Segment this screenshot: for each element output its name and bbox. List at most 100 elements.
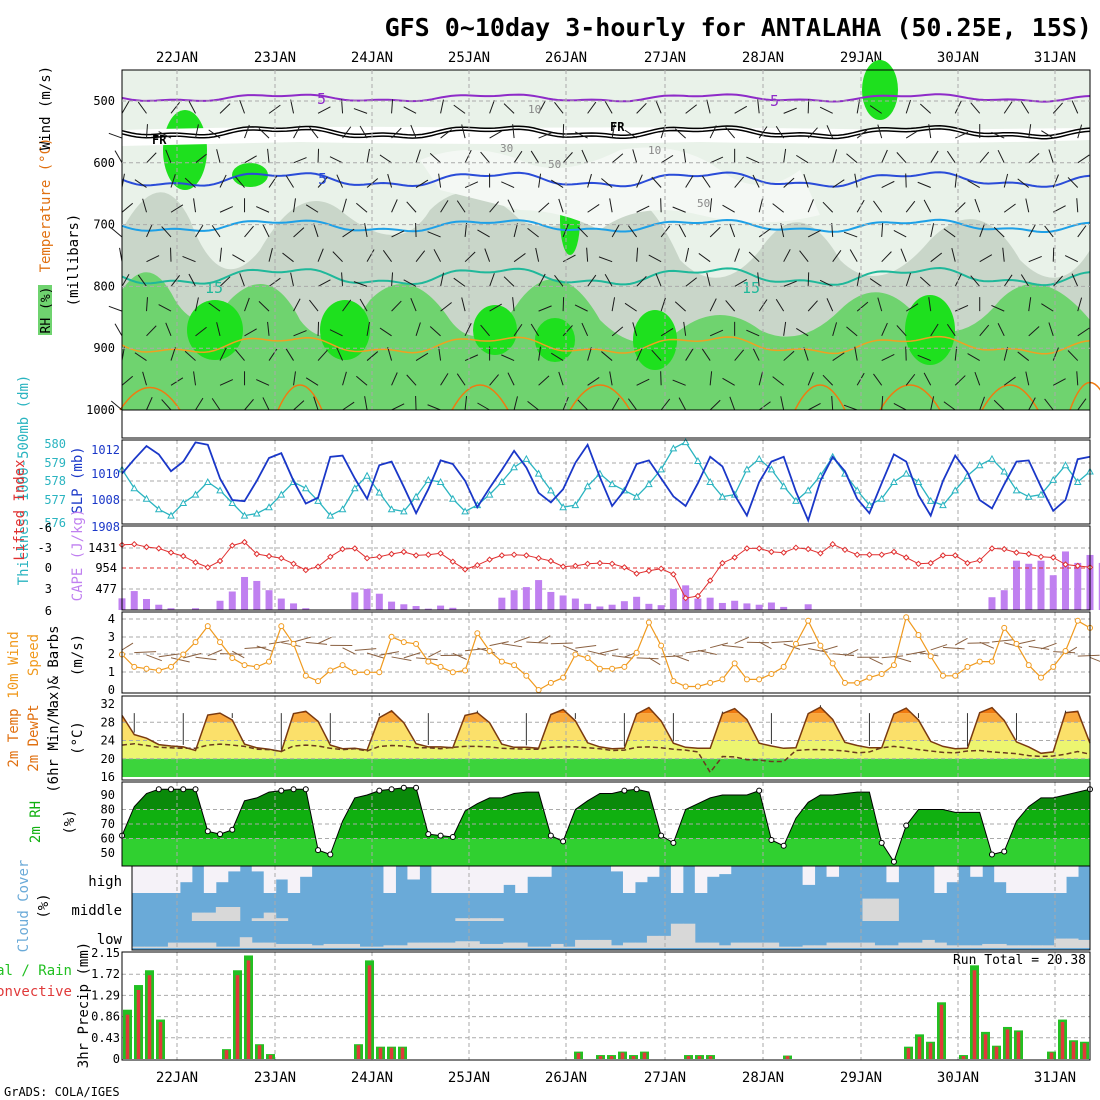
- wind-barb: [285, 348, 294, 361]
- wind-speed-marker: [168, 663, 175, 670]
- wind-barb: [757, 99, 760, 114]
- lifted-index-marker: [866, 551, 873, 558]
- wind-barb: [706, 99, 711, 114]
- thickness-marker: [877, 494, 886, 502]
- cloud-cell: [1030, 945, 1043, 948]
- wind-barb: [134, 352, 147, 361]
- wind-barb: [329, 156, 343, 164]
- thickness-marker: [865, 501, 874, 509]
- wind-barb: [826, 298, 834, 312]
- cloud-level-label: high: [88, 874, 122, 890]
- lifted-index-marker: [143, 543, 150, 551]
- wind-barb: [752, 347, 760, 361]
- wind-barb: [905, 272, 912, 287]
- lifted-index-marker: [253, 550, 260, 558]
- wind-barb: [709, 329, 724, 337]
- cape-bar: [1049, 575, 1057, 610]
- wind-speed-marker: [829, 660, 836, 667]
- y-tick-label: 1008: [91, 493, 120, 507]
- wind-barb: [586, 247, 589, 262]
- rh-axis-label: 2m RH: [28, 801, 44, 843]
- wind-barb: [293, 227, 305, 238]
- wind-barb: [611, 124, 616, 139]
- rh-marker: [413, 784, 420, 791]
- temperature-contour-20: [121, 335, 1091, 355]
- wind-barb: [896, 152, 907, 164]
- lifted-index-marker: [1013, 549, 1020, 556]
- wind-barb: [1025, 198, 1030, 213]
- lifted-index-marker: [621, 564, 628, 571]
- wind-barb: [725, 127, 736, 139]
- cape-bar: [143, 598, 151, 610]
- wind-barb: [158, 304, 172, 312]
- wind-barb: [503, 103, 515, 114]
- wind-barb: [624, 129, 637, 139]
- cloud-cell: [203, 942, 217, 948]
- rh-band-bright: [633, 310, 677, 370]
- wind-barb: [382, 250, 392, 262]
- wind-barb: [108, 305, 123, 312]
- wind-barb: [440, 373, 449, 386]
- wind-barb: [134, 651, 157, 654]
- wind-barb: [403, 106, 417, 114]
- cloud-cell: [431, 942, 444, 948]
- cloud-level-label: low: [97, 932, 123, 948]
- wind-barb: [562, 325, 573, 337]
- wind-barb: [632, 322, 638, 336]
- wind-barb: [342, 198, 347, 213]
- wind-barb: [293, 157, 307, 164]
- precip-convective-bar: [400, 1047, 405, 1059]
- wind-barb: [979, 396, 985, 411]
- cloud-cell: [527, 946, 540, 948]
- cloud-cell: [646, 935, 660, 948]
- wind-barb: [195, 656, 217, 661]
- wind-barb: [342, 126, 352, 139]
- cape-bar: [559, 595, 567, 610]
- cloud-high-clear: [155, 866, 169, 893]
- wind-barb: [244, 297, 250, 312]
- wind-barb: [415, 149, 421, 163]
- wind-barb: [188, 273, 196, 287]
- precip-convective-bar: [224, 1050, 229, 1059]
- rh-marker: [168, 786, 175, 793]
- cloud-cell: [347, 943, 361, 948]
- wind-barb: [660, 154, 674, 164]
- thickness-marker: [681, 438, 690, 446]
- wind-barb: [832, 250, 842, 262]
- wind-barb: [1003, 173, 1009, 188]
- wind-speed-marker: [462, 667, 469, 674]
- wind-barb: [461, 124, 466, 139]
- cloud-high-clear: [455, 866, 468, 893]
- y-tick-label: 16: [101, 770, 115, 784]
- wind-barb: [709, 125, 717, 139]
- wind-barb: [317, 106, 331, 114]
- cape-bar: [804, 604, 812, 610]
- wind-speed-marker: [915, 631, 922, 638]
- wind-barb: [146, 223, 153, 238]
- wind-barb: [1076, 371, 1079, 386]
- rh-band-green: [122, 272, 1090, 410]
- wind-speed-marker: [658, 642, 665, 649]
- wind-barb: [489, 130, 502, 139]
- wind-barb: [513, 150, 523, 164]
- wind-barb: [1077, 654, 1100, 657]
- cloud-high-clear: [275, 866, 289, 880]
- wind-barb: [489, 303, 502, 312]
- precip-convective-bar: [708, 1056, 713, 1059]
- rh-band: [122, 838, 1090, 866]
- y-tick-label: 50: [101, 846, 115, 860]
- wind-barb: [772, 203, 784, 213]
- lifted-index-marker: [939, 552, 947, 559]
- wind-speed-marker: [743, 676, 750, 683]
- contour-label: 15: [205, 279, 223, 297]
- rh-marker: [890, 858, 897, 865]
- wind-barb: [651, 349, 662, 361]
- wind-barb: [1003, 203, 1016, 213]
- cloud-cell: [299, 943, 313, 948]
- wind-barb: [771, 640, 794, 644]
- wind-speed-marker: [143, 665, 150, 672]
- rh-band-bright: [473, 305, 517, 355]
- wind-barb: [415, 250, 426, 262]
- lifted-index-marker: [1037, 553, 1045, 561]
- cloud-cell: [862, 942, 875, 948]
